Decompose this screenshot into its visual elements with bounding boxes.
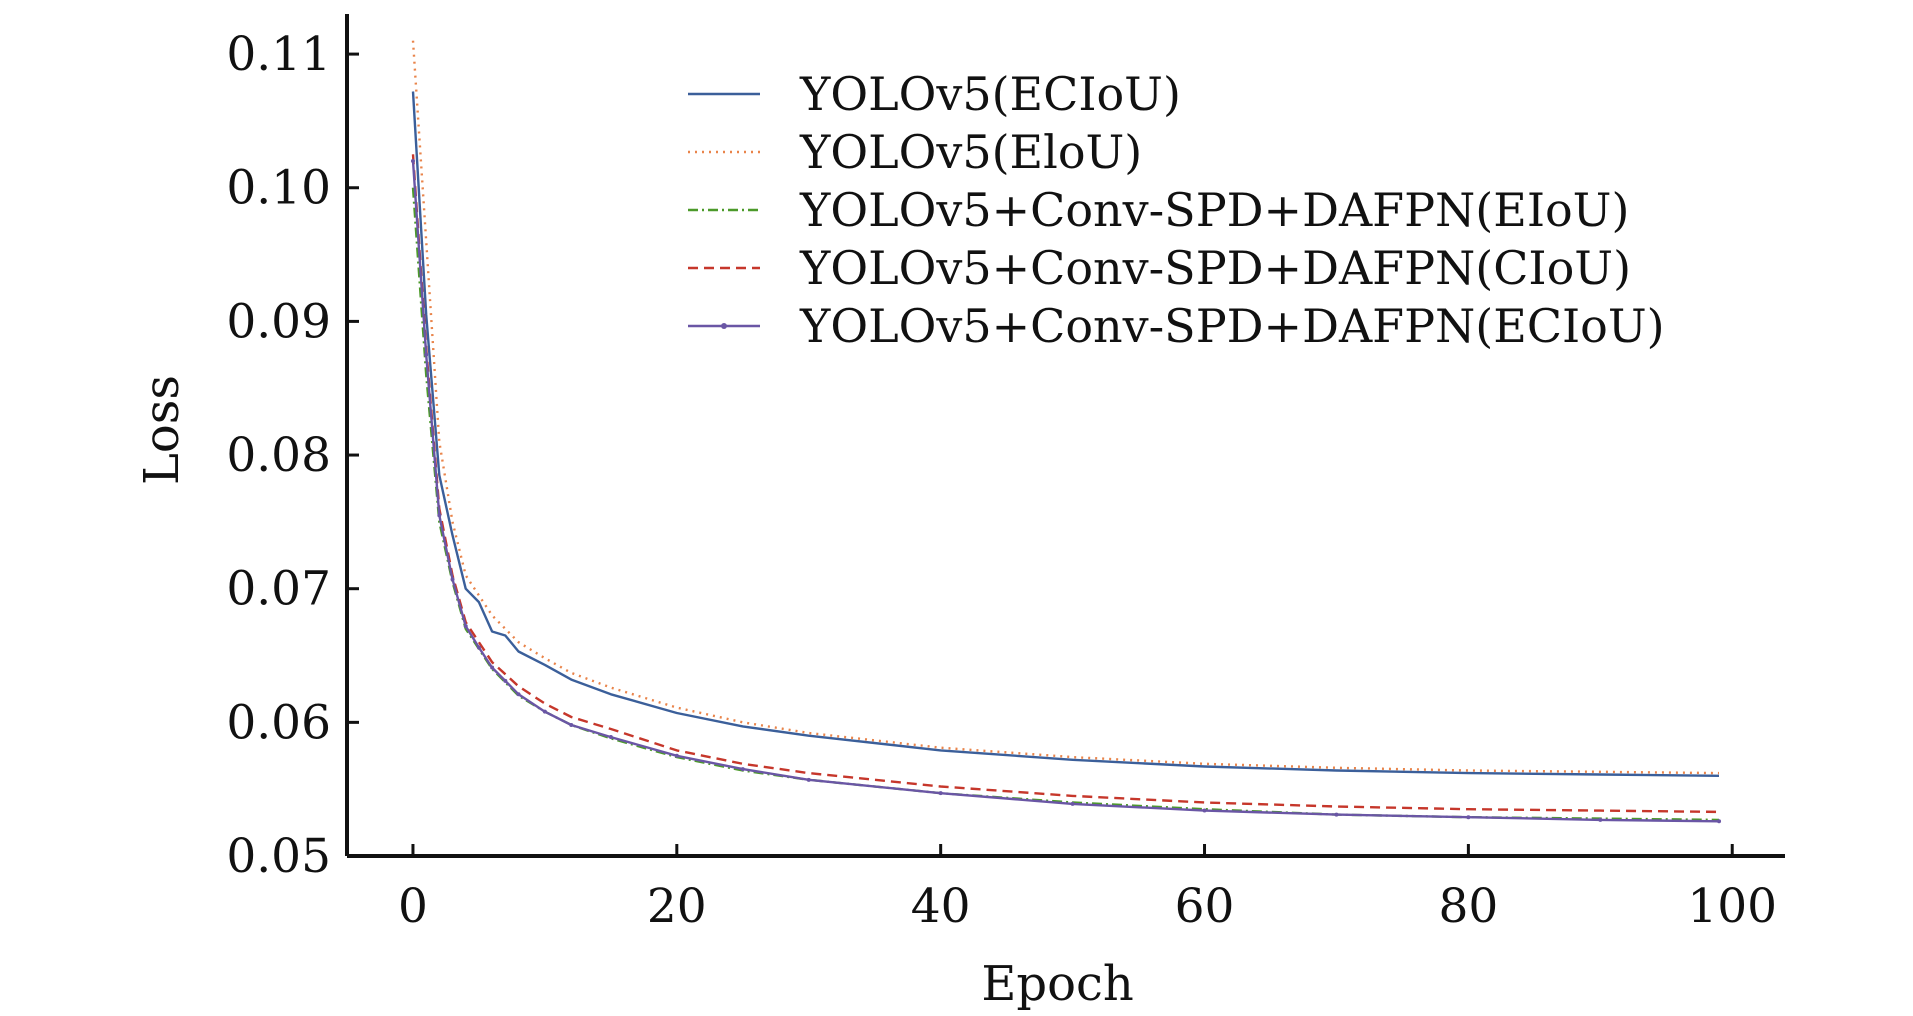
x-tick-label: 40: [911, 879, 971, 934]
x-tick-label: 80: [1438, 879, 1498, 934]
series-point: [938, 791, 943, 796]
series-point: [450, 577, 455, 582]
series-point: [410, 159, 415, 164]
y-tick-label: 0.08: [226, 428, 331, 483]
legend-label-1: YOLOv5(ECIoU): [799, 67, 1181, 121]
y-tick-label: 0.10: [226, 161, 331, 216]
y-tick-label: 0.09: [226, 294, 331, 349]
series-point: [490, 665, 495, 670]
series-point: [463, 624, 468, 629]
y-tick-label: 0.06: [226, 695, 331, 750]
series-point: [806, 777, 811, 782]
series-line-1: [411, 91, 1720, 777]
x-tick-label: 60: [1175, 879, 1235, 934]
series-point: [1598, 817, 1603, 822]
legend-label-3: YOLOv5+Conv-SPD+DAFPN(EIoU): [799, 183, 1629, 237]
series-point: [1717, 819, 1722, 824]
axes: 0.05 0.06 0.07 0.08 0.09 0.10 0.11 0 20 40 60 80 100: [226, 14, 1785, 934]
series-point: [608, 735, 613, 740]
x-tick-label: 100: [1687, 879, 1777, 934]
legend-swatch-marker: [721, 323, 727, 329]
series-line-2: [411, 40, 1720, 775]
series-point: [516, 692, 521, 697]
y-axis-title: Loss: [134, 375, 190, 485]
legend-label-4: YOLOv5+Conv-SPD+DAFPN(CIoU): [799, 241, 1631, 295]
series-point: [740, 767, 745, 772]
series-point: [674, 753, 679, 758]
y-tick-label: 0.07: [226, 562, 331, 617]
series-line-5: [411, 160, 1720, 823]
series-point: [542, 709, 547, 714]
y-tick-label: 0.05: [226, 829, 331, 884]
series-point: [437, 513, 442, 518]
series-point: [569, 723, 574, 728]
series-point: [424, 352, 429, 357]
x-tick-label: 0: [398, 879, 428, 934]
legend: YOLOv5(ECIoU)YOLOv5(EloU)YOLOv5+Conv-SPD…: [688, 67, 1665, 353]
legend-label-2: YOLOv5(EloU): [799, 125, 1142, 179]
legend-label-5: YOLOv5+Conv-SPD+DAFPN(ECIoU): [799, 299, 1665, 353]
x-tick-label: 20: [647, 879, 707, 934]
series-point: [503, 678, 508, 683]
series-layer: [410, 40, 1722, 824]
series-point: [1334, 812, 1339, 817]
y-tick-label: 0.11: [226, 27, 331, 82]
series-point: [1070, 801, 1075, 806]
series-point: [1466, 815, 1471, 820]
x-axis-title: Epoch: [981, 956, 1133, 1012]
series-point: [1202, 808, 1207, 813]
series-point: [476, 645, 481, 650]
